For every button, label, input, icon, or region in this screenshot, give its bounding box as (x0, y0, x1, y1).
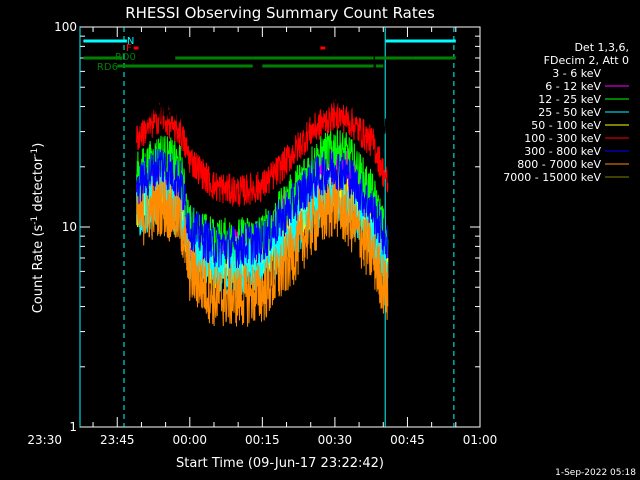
legend-entry-label: 300 - 800 keV (524, 145, 601, 158)
x-axis-title: Start Time (09-Jun-17 23:22:42) (176, 456, 384, 471)
generation-timestamp: 1-Sep-2022 05:18 (555, 468, 636, 478)
y-axis-title-close: ) (31, 143, 46, 148)
series-lines (136, 89, 389, 327)
y-axis: 1 10 100 (54, 20, 480, 434)
y-axis-title-sup2: -1 (30, 148, 40, 157)
legend-entry-label: 800 - 7000 keV (517, 158, 601, 171)
legend-entry-label: 12 - 25 keV (538, 93, 601, 106)
series-line (136, 97, 389, 207)
legend-header-line-1: Det 1,3,6, (574, 41, 629, 54)
flag-bar-rd0 (83, 56, 123, 60)
series-line (136, 148, 389, 269)
flag-label-f: F (126, 43, 132, 54)
flag-bar-n (385, 39, 456, 43)
flag-label-rd6: RD6 (97, 62, 118, 73)
x-tick-label: 00:45 (390, 433, 425, 447)
x-tick-label: 23:30 (27, 433, 62, 447)
x-tick-label: 00:00 (172, 433, 207, 447)
legend-entry-label: 100 - 300 keV (524, 132, 601, 145)
flag-bar-n (83, 39, 127, 43)
y-tick-label: 10 (62, 220, 77, 234)
legend-entry-label: 3 - 6 keV (552, 67, 601, 80)
flag-bar-rd6 (262, 64, 374, 68)
x-tick-label: 01:00 (463, 433, 498, 447)
x-tick-label: 00:15 (245, 433, 280, 447)
flag-bar-rd0 (252, 56, 374, 60)
series-line (136, 175, 389, 327)
flag-bar-f (320, 46, 326, 50)
flag-label-rd0: RD0 (115, 52, 136, 63)
legend-header-line-2: FDecim 2, Att 0 (544, 54, 629, 67)
y-axis-title: Count Rate (s-1 detector-1) (30, 143, 46, 314)
flag-bar-rd6 (376, 64, 384, 68)
y-axis-title-main: Count Rate (s (31, 225, 46, 314)
flag-bar-rd0 (175, 56, 253, 60)
legend-entry-label: 6 - 12 keV (545, 80, 601, 93)
x-tick-label: 00:30 (318, 433, 353, 447)
legend-entry-label: 25 - 50 keV (538, 106, 601, 119)
series-line (136, 89, 389, 134)
y-tick-label: 100 (54, 20, 77, 34)
chart-title: RHESSI Observing Summary Count Rates (125, 4, 435, 22)
flag-bar-f (133, 46, 139, 50)
flag-bar-rd0 (375, 56, 413, 60)
legend-entry-label: 50 - 100 keV (531, 119, 601, 132)
svg-text:Count Rate (s-1 detector-1): Count Rate (s-1 detector-1) (30, 143, 46, 314)
flag-bar-rd0 (412, 56, 456, 60)
flag-bar-rd6 (117, 64, 253, 68)
y-axis-title-sup: -1 (30, 216, 40, 225)
x-tick-label: 23:45 (100, 433, 135, 447)
legend-entry-label: 7000 - 15000 keV (503, 171, 601, 184)
x-axis: 23:30 23:45 00:00 00:15 00:30 00:45 01:00 (27, 27, 497, 447)
flag-label-n: N (127, 36, 134, 47)
y-tick-label: 1 (69, 420, 77, 434)
y-axis-title-tail: detector (31, 156, 46, 216)
